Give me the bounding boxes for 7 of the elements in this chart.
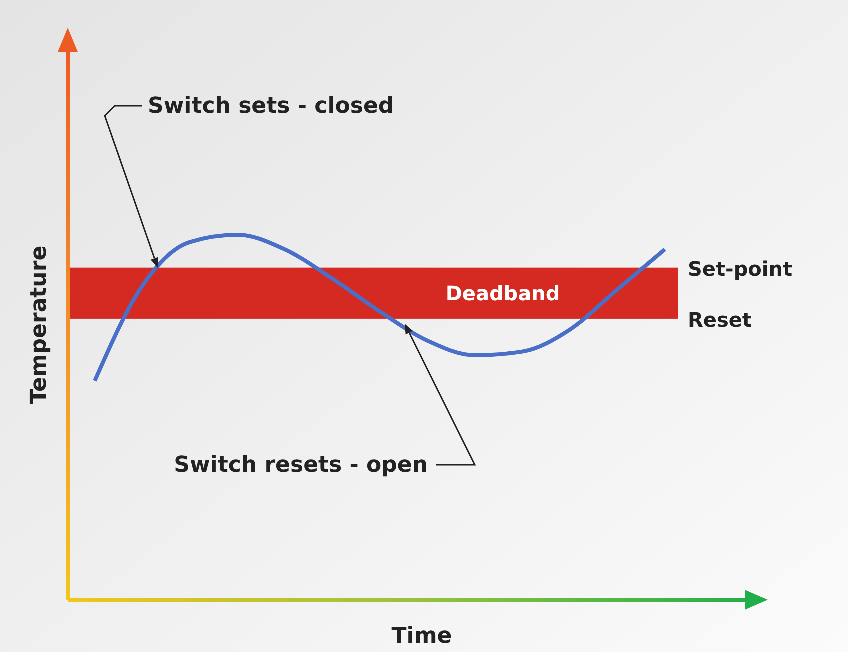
text: Switch sets - closed [148, 94, 394, 119]
text: Reset [688, 308, 752, 332]
band-label: Deadband [446, 281, 560, 306]
text: Set-point [688, 256, 793, 281]
x-axis-title: Time [392, 624, 452, 649]
annotation: Switch resets - open [174, 453, 428, 478]
y-axis-title: Temperature [27, 246, 52, 404]
